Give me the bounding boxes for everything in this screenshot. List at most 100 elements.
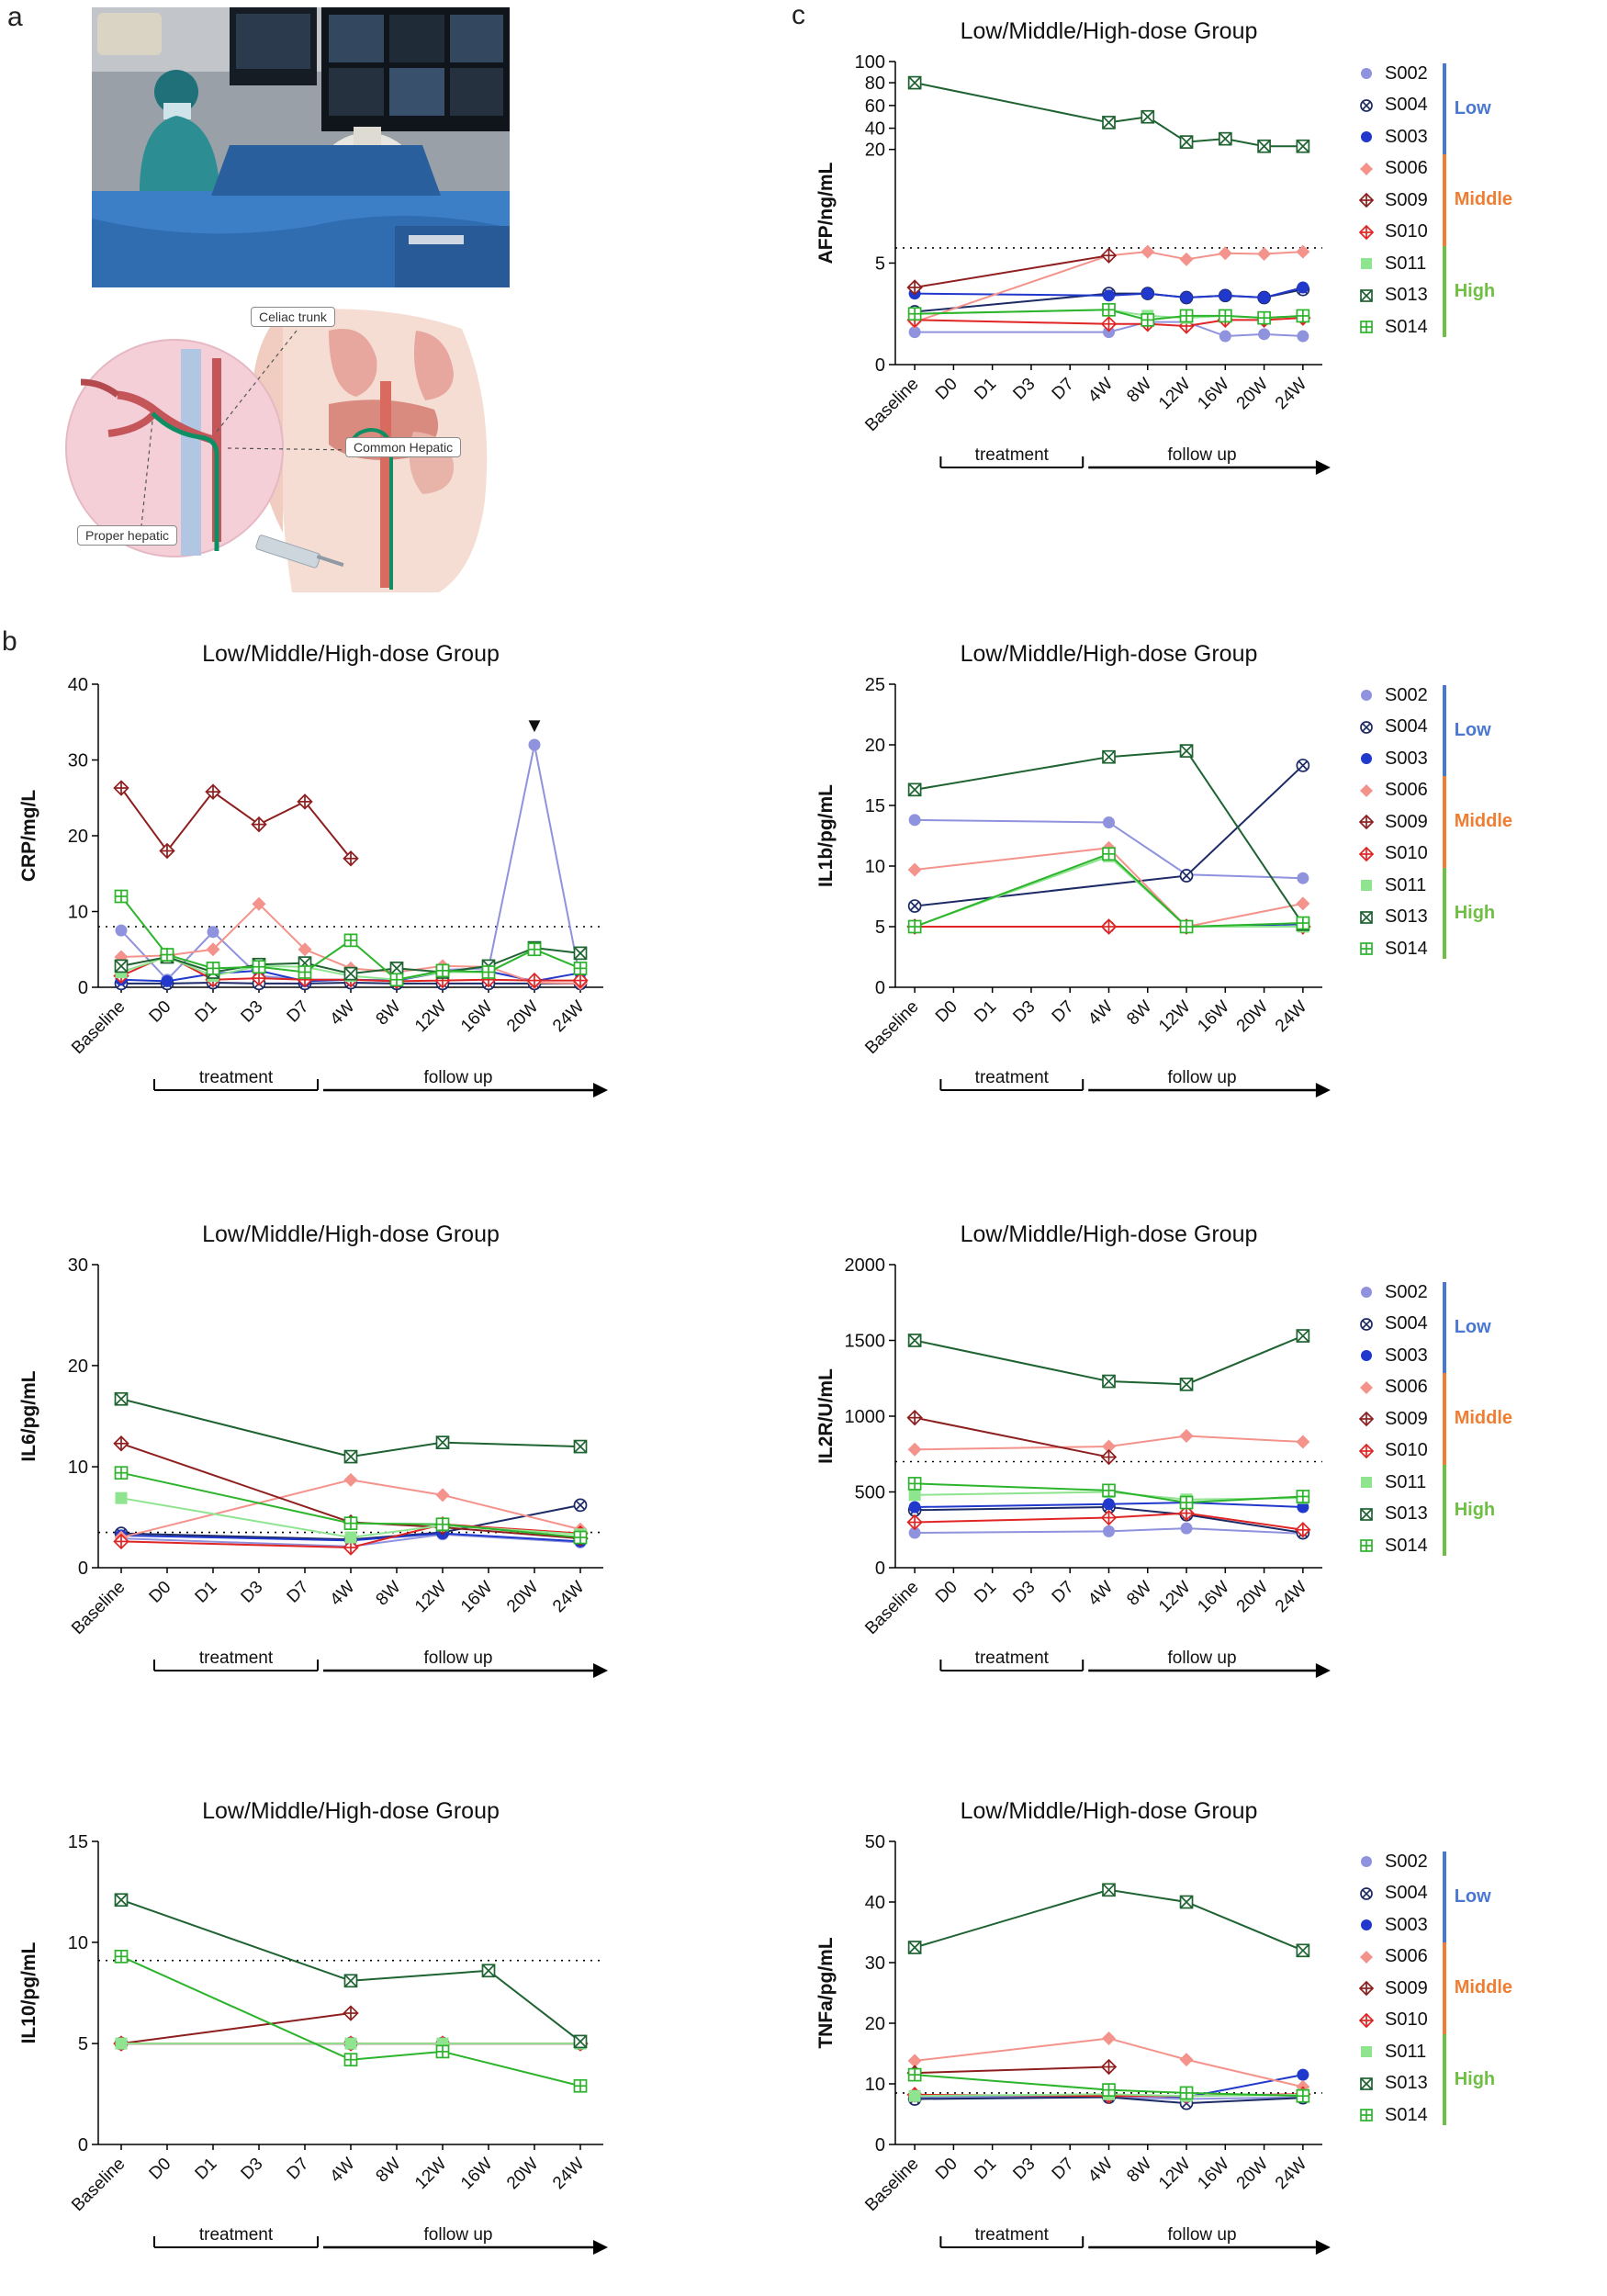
diamond-plus-marker-icon <box>1358 814 1375 830</box>
series-line-S009 <box>915 2065 1109 2075</box>
y-tick-label: 0 <box>875 2135 885 2155</box>
y-axis-label: AFP/ng/mL <box>815 162 837 264</box>
lung-right <box>413 331 454 400</box>
il1b-chart: Low/Middle/High-dose Group IL1b/pg/mL 0 5 10… <box>808 634 1345 1139</box>
legend-group-label: Middle <box>1454 1408 1513 1429</box>
data-point-S003 <box>161 974 174 987</box>
data-point-S002 <box>1103 1525 1115 1537</box>
diamond-plus-marker-icon <box>1358 2012 1375 2028</box>
series-line-S013 <box>914 749 1304 925</box>
x-tick-label: D1 <box>192 1578 221 1607</box>
legend-item-S006: S006 <box>1357 155 1428 183</box>
legend-group-high: High <box>1442 2033 1531 2125</box>
legend-group-low: Low <box>1442 685 1531 777</box>
data-point-S014 <box>343 2053 358 2067</box>
data-point-S013 <box>343 966 358 981</box>
legend-group-label: High <box>1454 2068 1496 2089</box>
y-tick-label: 5 <box>78 2034 88 2054</box>
legend-item-S009: S009 <box>1357 1975 1428 2002</box>
data-point-S006 <box>435 1488 450 1503</box>
series-line-S014 <box>915 2074 1303 2098</box>
data-point-S003 <box>1141 287 1154 300</box>
follow-up-arrow-icon <box>593 2240 608 2255</box>
data-point-S013 <box>343 1974 358 1988</box>
x-tick-label: 12W <box>1155 1578 1195 1617</box>
diamond-plus-marker-icon <box>1358 192 1375 208</box>
x-tick-label: 12W <box>411 1578 451 1617</box>
y-tick-label: 100 <box>855 52 885 73</box>
series-line-S011 <box>914 855 1303 928</box>
data-point-S013 <box>481 1964 496 1978</box>
x-tick-label: D3 <box>238 997 267 1027</box>
series-line-S013 <box>914 82 1303 148</box>
data-point-S014 <box>481 965 496 979</box>
x-tick-label: 4W <box>1084 1578 1117 1610</box>
legend-item-S014: S014 <box>1357 313 1428 341</box>
y-tick-label: 30 <box>68 751 88 771</box>
diamond-plus-marker-icon <box>1358 1411 1375 1427</box>
series-line-S004 <box>915 1505 1304 1535</box>
data-point-S003 <box>908 1501 921 1514</box>
data-point-S004 <box>907 899 922 913</box>
data-point-S013 <box>1179 135 1194 149</box>
x-tick-label: D1 <box>971 997 1000 1027</box>
anatomy-illustration: Celiac trunk Common Hepatic Proper hepat… <box>53 294 512 597</box>
x-tick-label: 20W <box>503 1578 543 1617</box>
data-point-S013 <box>907 782 922 797</box>
x-tick-label: 16W <box>1194 375 1233 414</box>
y-tick-label: 10 <box>68 903 88 923</box>
series-line-S009 <box>914 1416 1109 1458</box>
legend-series-label: S011 <box>1385 253 1427 274</box>
y-tick-label: 40 <box>865 1893 885 1913</box>
data-point-S006 <box>1218 246 1232 261</box>
data-point-S014 <box>573 962 588 975</box>
treatment-phase-label: treatment <box>975 1649 1050 1668</box>
monitor-screen <box>389 15 444 62</box>
x-tick-label: D0 <box>146 1578 175 1607</box>
x-tick-label: 20W <box>1233 1578 1273 1617</box>
legend-item-S004: S004 <box>1357 1311 1428 1338</box>
series-line-S004 <box>915 2096 1303 2105</box>
series-line-S014 <box>915 1482 1303 1504</box>
legend-group-bar <box>1442 776 1446 868</box>
data-point-S006 <box>1296 896 1310 911</box>
legend-group-label: Low <box>1454 1886 1491 1908</box>
data-point-S003 <box>1219 289 1231 302</box>
y-axis-label: IL6/pg/mL <box>18 1370 39 1461</box>
data-point-S002 <box>528 738 541 751</box>
y-tick-label: 50 <box>865 1832 885 1852</box>
data-point-S013 <box>907 75 922 90</box>
data-point-S013 <box>1257 139 1271 153</box>
legend-group-bar <box>1442 2033 1446 2125</box>
legend-group-label: High <box>1454 280 1496 301</box>
follow-up-arrow-icon <box>1315 460 1331 475</box>
y-tick-label: 20 <box>865 736 885 756</box>
data-point-S002 <box>1180 1522 1193 1535</box>
il6-chart: Low/Middle/High-dose Group IL6/pg/mL 0 10 20… <box>11 1214 626 1719</box>
x-tick-label: 12W <box>1155 997 1195 1037</box>
data-point-S002 <box>1219 330 1231 343</box>
series-line-S002 <box>120 1533 581 1548</box>
data-point-S013 <box>1296 1329 1310 1343</box>
chart-title: Low/Middle/High-dose Group <box>202 1798 500 1824</box>
data-point-S013 <box>573 2034 588 2049</box>
y-axis-label: CRP/mg/L <box>18 790 39 883</box>
x-tick-label: 24W <box>1272 997 1311 1037</box>
legend-item-S002: S002 <box>1357 1848 1428 1875</box>
data-point-S013 <box>343 1449 358 1464</box>
x-tick-label: 4W <box>1084 2155 1117 2187</box>
x-tick-label: 4W <box>327 2155 359 2187</box>
y-tick-label: 20 <box>865 2014 885 2034</box>
square-plus-marker-icon <box>1360 321 1373 333</box>
surgical-light <box>97 13 162 55</box>
x-tick-label: Baseline <box>861 1578 922 1638</box>
common-hepatic-label: Common Hepatic <box>345 437 462 457</box>
y-tick-label: 25 <box>865 675 885 695</box>
series-line-S013 <box>914 1334 1304 1386</box>
legend-group-label: Middle <box>1454 1977 1513 1998</box>
data-point-S009 <box>906 1409 923 1426</box>
x-tick-label: 8W <box>373 997 405 1030</box>
legend-item-S006: S006 <box>1357 777 1428 805</box>
data-point-S010 <box>526 972 543 989</box>
surgery-photo-svg <box>92 7 510 287</box>
